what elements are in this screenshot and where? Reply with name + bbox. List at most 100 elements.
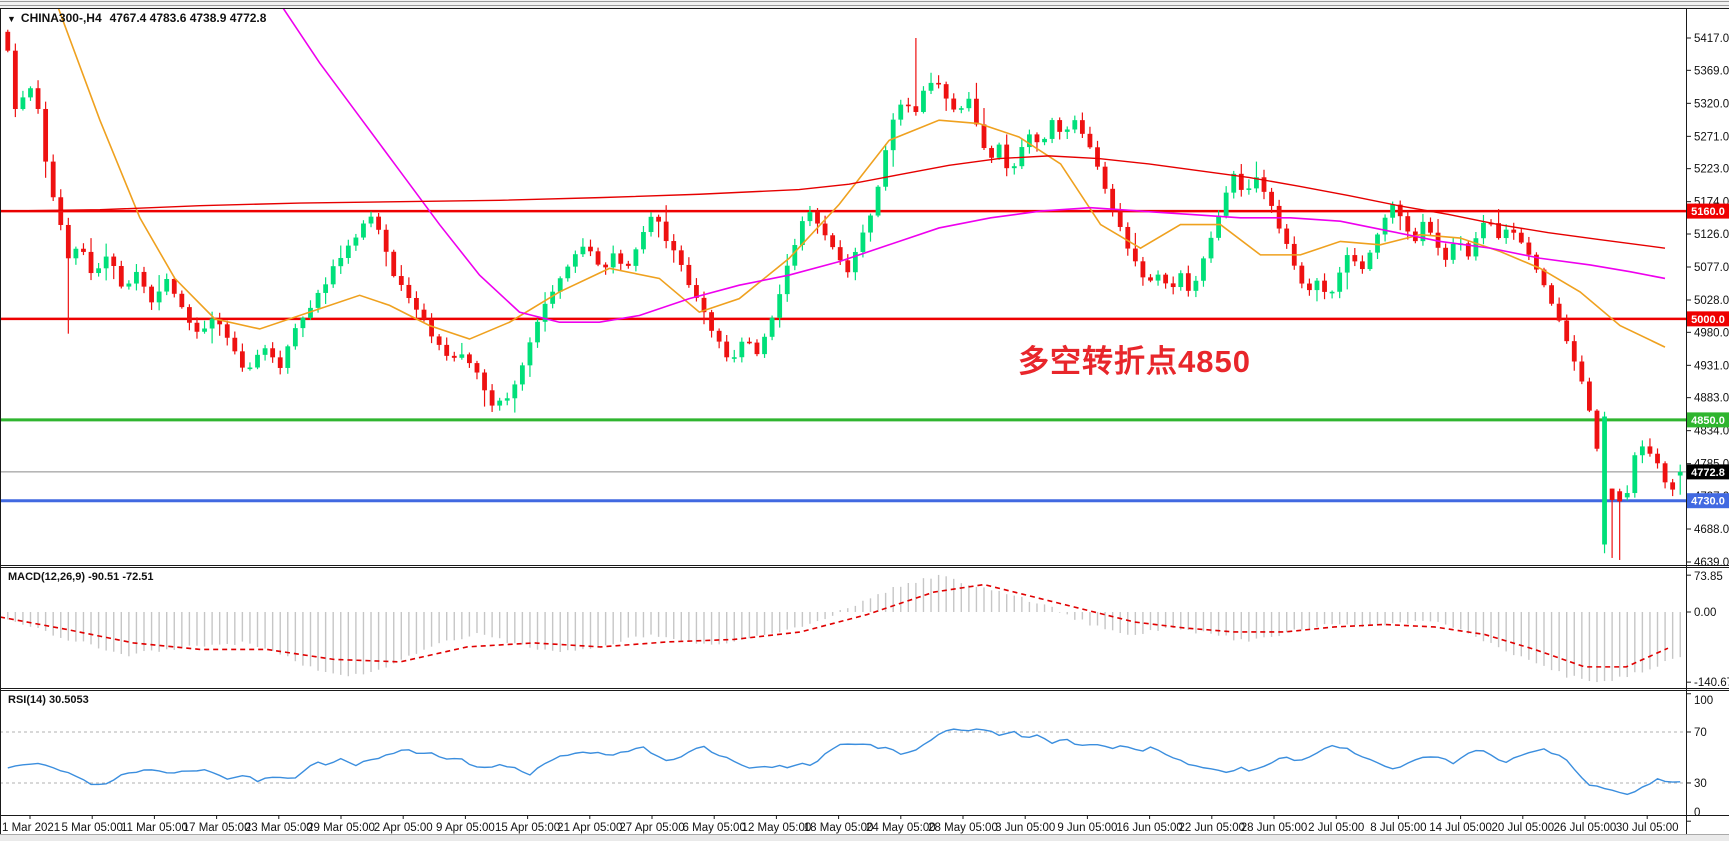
candle-body	[300, 317, 306, 329]
candle-body	[436, 336, 442, 345]
price-axis[interactable]: 5417.05369.05320.05271.05223.05174.05126…	[1686, 33, 1729, 822]
price-badge-5160.0[interactable]: 5160.0	[1687, 203, 1729, 219]
candle-body	[966, 98, 972, 109]
date-axis-label: 23 Mar 05:00	[245, 822, 313, 834]
candle-body	[1390, 204, 1396, 218]
price-axis-label: 5271.0	[1694, 131, 1729, 143]
candle-body	[989, 148, 994, 158]
candle-body	[663, 221, 669, 242]
candle-body	[467, 354, 472, 364]
candle-body	[134, 271, 139, 284]
candle-body	[928, 82, 934, 91]
candle-body	[361, 223, 366, 238]
candle-body	[315, 292, 321, 308]
macd-pane[interactable]	[0, 574, 1681, 683]
date-axis-label: 30 Jul 05:00	[1616, 822, 1679, 834]
date-axis-label: 11 Mar 05:00	[121, 822, 188, 834]
candle-body	[187, 307, 192, 323]
candle-body	[754, 342, 760, 355]
symbol-dropdown-arrow-icon[interactable]: ▼	[7, 14, 16, 24]
candle-body	[232, 337, 238, 352]
candle-body	[1034, 134, 1040, 143]
candle-body	[1299, 265, 1305, 284]
price-axis-label: 4639.0	[1694, 557, 1729, 569]
candle-body	[618, 253, 624, 264]
candle-body	[141, 271, 147, 287]
rsi-pane[interactable]	[0, 728, 1686, 796]
candle-body	[5, 31, 11, 51]
candle-body	[724, 341, 730, 358]
current-price-badge-bg	[1687, 464, 1729, 480]
candle-body	[1254, 177, 1259, 189]
candle-body	[1163, 274, 1169, 284]
candle-body	[633, 249, 639, 266]
price-badge-4850.0[interactable]: 4850.0	[1687, 412, 1729, 428]
candle-body	[1397, 204, 1403, 217]
date-axis-label: 6 May 05:00	[683, 822, 746, 834]
price-axis-label: 5028.0	[1694, 295, 1729, 307]
rsi-line	[7, 728, 1681, 796]
candle-body	[1185, 273, 1191, 291]
candle-body	[262, 348, 268, 355]
date-axis-label: 29 Mar 05:00	[307, 822, 375, 834]
candle-body	[981, 124, 987, 149]
candle-body	[1632, 455, 1638, 494]
moving-average-mid-magenta	[282, 9, 1666, 324]
candle-body	[610, 253, 616, 268]
candle-body	[784, 265, 790, 295]
rsi-indicator-label: RSI(14) 30.5053	[8, 694, 89, 706]
candle-body	[353, 237, 359, 246]
macd-name: MACD(12,26,9)	[8, 571, 86, 583]
candle-body	[429, 319, 434, 337]
candle-body	[1042, 138, 1047, 143]
candle-body	[1617, 491, 1623, 502]
candle-body	[535, 321, 540, 343]
candle-body	[822, 223, 828, 236]
macd-axis-label: -140.67	[1694, 677, 1729, 689]
candle-body	[799, 221, 805, 246]
candle-body	[156, 291, 162, 303]
candle-body	[239, 351, 245, 368]
candle-body	[398, 276, 404, 285]
candle-body	[731, 357, 737, 359]
candle-body	[1405, 216, 1411, 232]
candle-body	[1072, 120, 1078, 130]
candle-body	[1049, 120, 1055, 139]
candle-body	[1367, 252, 1373, 270]
candle-body	[209, 318, 215, 329]
candle-body	[217, 318, 223, 325]
price-axis-label: 4834.0	[1694, 426, 1729, 438]
candle-body	[1473, 238, 1479, 257]
current-price-badge[interactable]: 4772.8	[1687, 464, 1729, 480]
candle-body	[292, 328, 298, 347]
candle-body	[126, 283, 132, 287]
candle-body	[625, 263, 631, 266]
candle-body	[65, 224, 71, 259]
candle-body	[202, 328, 207, 332]
candle-body	[1110, 188, 1116, 211]
candle-body	[376, 216, 381, 230]
main-price-pane[interactable]	[0, 0, 1686, 560]
candle-body	[1019, 147, 1025, 167]
candle-body	[1420, 221, 1426, 242]
candle-body	[1011, 166, 1017, 169]
candle-body	[512, 384, 518, 399]
candle-body	[482, 372, 487, 391]
price-axis-label: 4931.0	[1694, 360, 1729, 372]
candle-body	[595, 251, 601, 265]
candle-body	[1382, 217, 1388, 235]
date-axis-label: 15 Apr 05:00	[495, 822, 560, 834]
price-badge-5000.0[interactable]: 5000.0	[1687, 311, 1729, 327]
candle-body	[1027, 134, 1032, 148]
candle-body	[996, 144, 1002, 158]
candle-body	[111, 256, 117, 266]
candle-body	[1329, 291, 1335, 294]
candle-body	[1322, 280, 1327, 292]
candle-body	[73, 248, 79, 259]
candle-body	[270, 348, 276, 358]
candle-body	[164, 279, 170, 292]
candle-body	[1208, 237, 1214, 259]
price-badge-4730.0[interactable]: 4730.0	[1687, 493, 1729, 509]
